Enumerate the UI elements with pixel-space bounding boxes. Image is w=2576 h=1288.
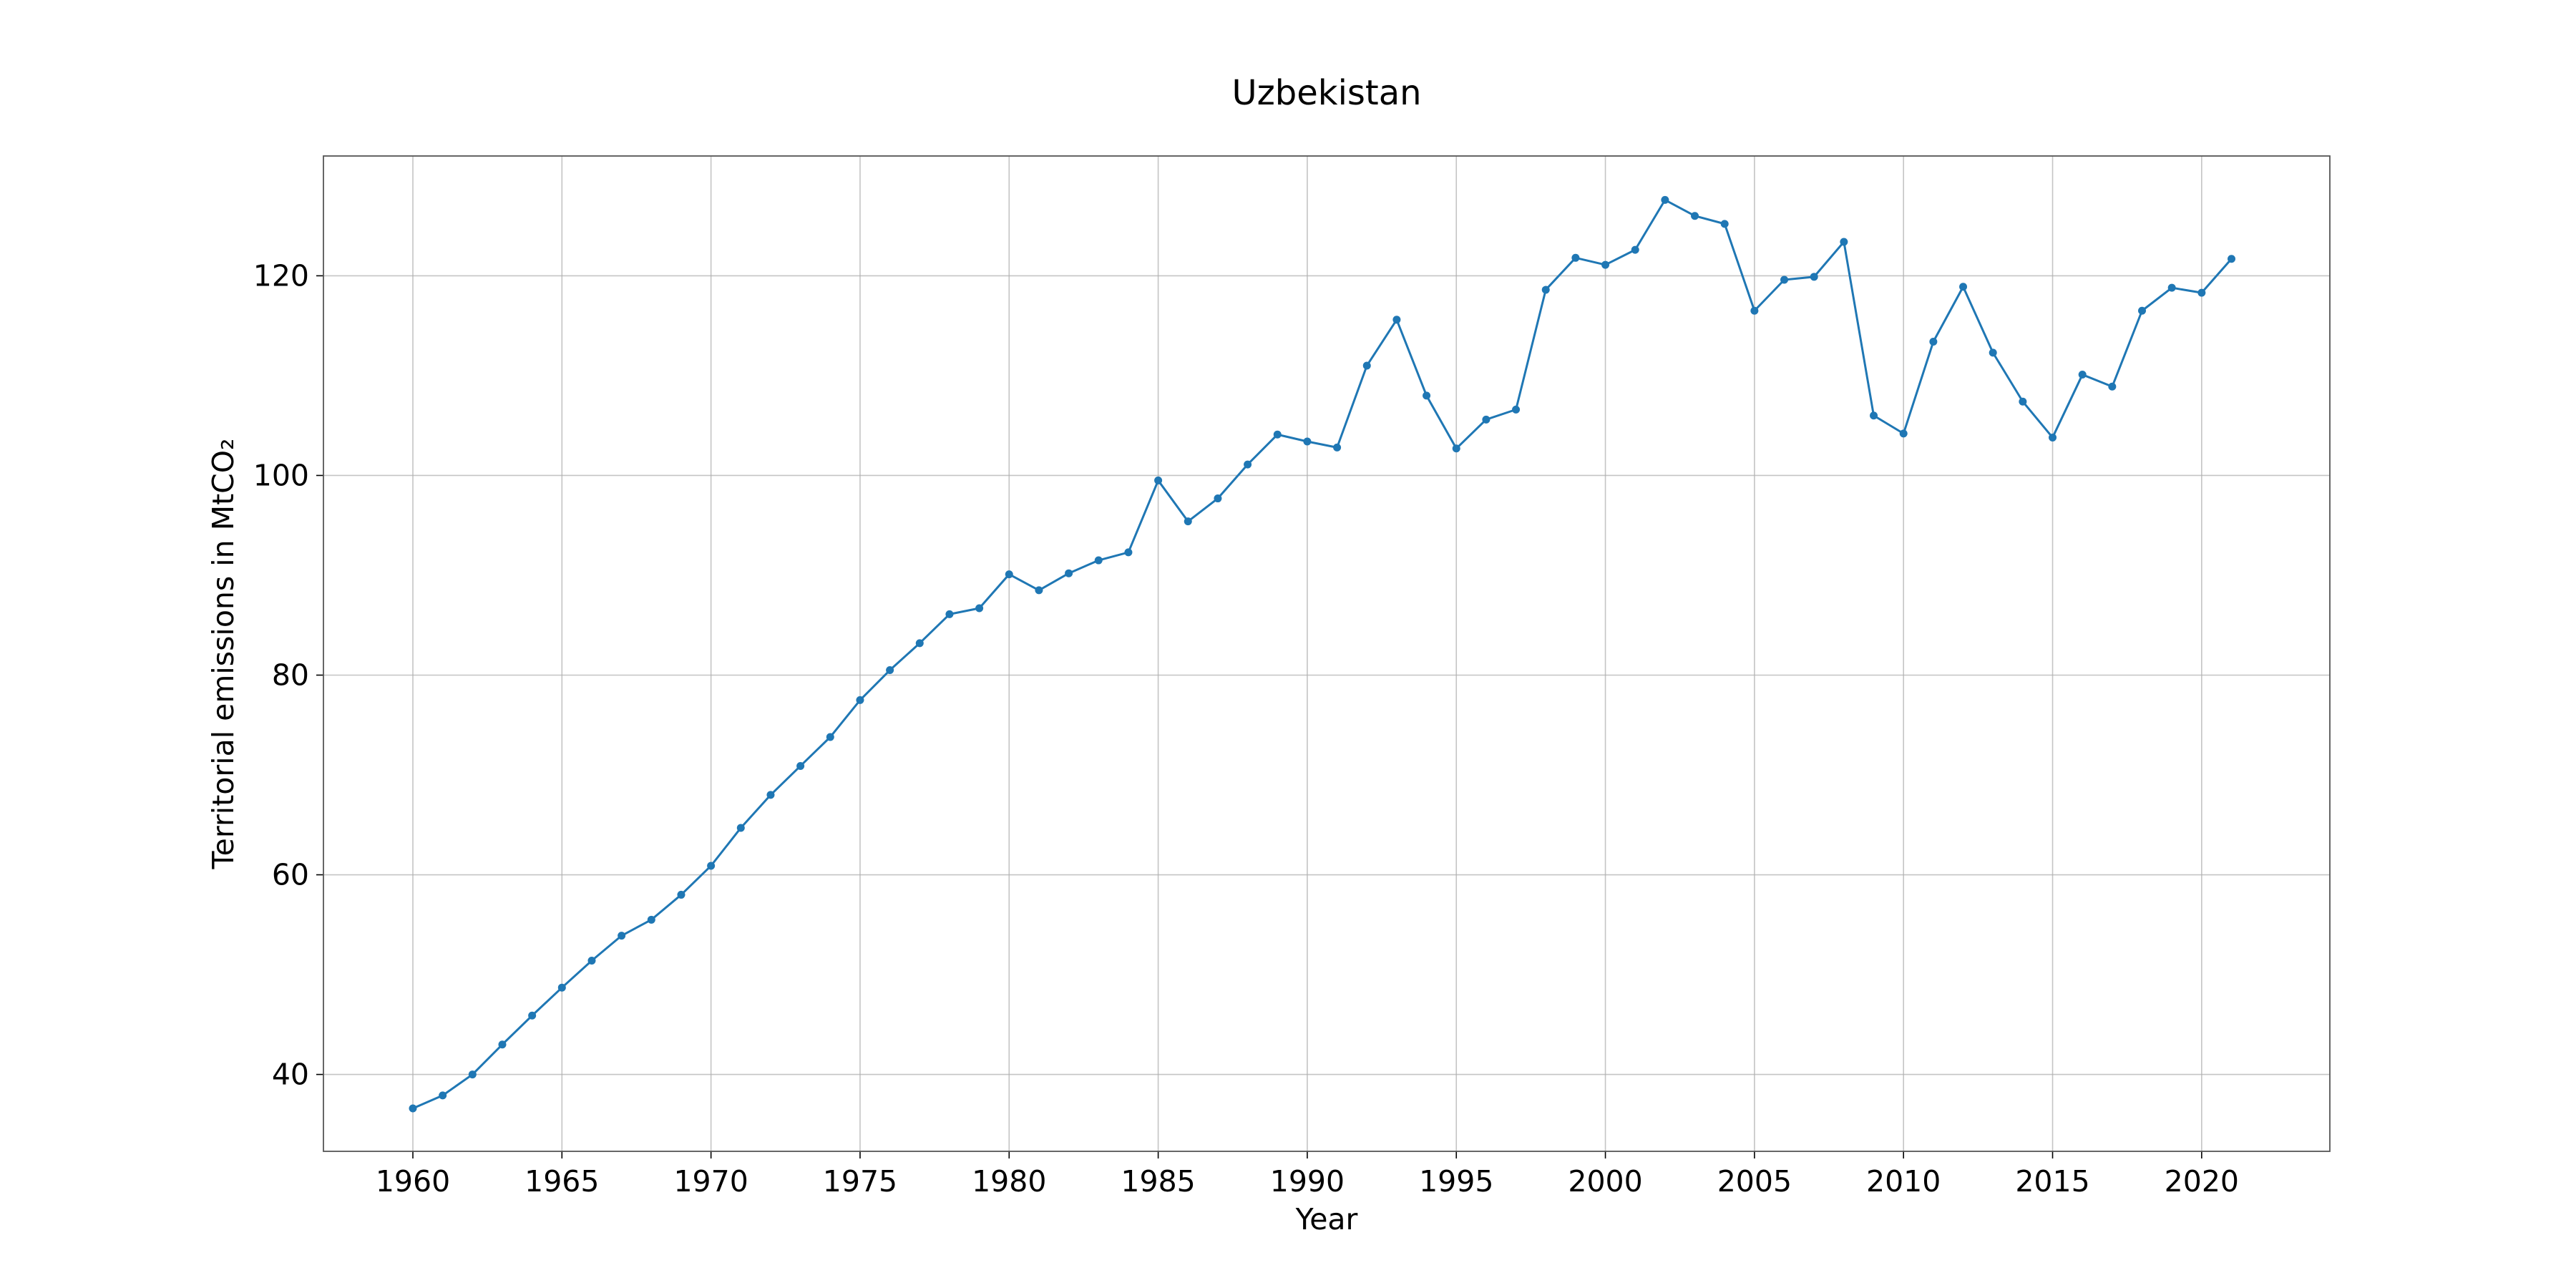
- data-point: [409, 1104, 417, 1113]
- data-point: [2228, 255, 2236, 263]
- data-point: [439, 1091, 447, 1100]
- data-point: [707, 862, 716, 870]
- y-tick-label: 80: [272, 658, 309, 692]
- x-tick-label: 1960: [376, 1164, 450, 1199]
- data-point: [1631, 245, 1639, 254]
- data-point: [1720, 220, 1729, 228]
- data-point: [1989, 348, 1997, 357]
- y-axis-label: Territorial emissions in MtCO₂: [206, 439, 240, 870]
- data-point: [2019, 397, 2027, 406]
- data-point: [766, 791, 775, 799]
- data-point: [2049, 433, 2057, 441]
- data-point: [618, 932, 626, 940]
- data-point: [677, 890, 686, 899]
- x-tick-label: 1970: [673, 1164, 748, 1199]
- x-tick-label: 1990: [1270, 1164, 1345, 1199]
- data-point: [1691, 212, 1699, 220]
- x-tick-label: 1985: [1121, 1164, 1195, 1199]
- x-axis-label: Year: [1295, 1202, 1358, 1236]
- data-point: [1541, 286, 1550, 294]
- x-tick-label: 2015: [2015, 1164, 2089, 1199]
- data-point: [945, 610, 954, 618]
- data-point: [1750, 306, 1759, 315]
- x-tick-label: 2010: [1866, 1164, 1941, 1199]
- data-point: [2078, 371, 2087, 379]
- data-point: [796, 761, 805, 770]
- data-point: [1124, 548, 1133, 557]
- x-tick-label: 1965: [525, 1164, 599, 1199]
- data-point: [1780, 275, 1789, 284]
- y-axis-ticks: 40 60 80 100 120: [253, 258, 323, 1092]
- x-tick-label: 2020: [2165, 1164, 2239, 1199]
- data-point: [736, 824, 745, 832]
- data-point: [1870, 411, 1878, 420]
- data-point: [975, 604, 984, 613]
- x-axis-ticks: 1960 1965 1970 1975 1980 1985 1990 1995 2000 2005…: [376, 1151, 2239, 1199]
- data-point: [1423, 391, 1431, 400]
- x-tick-label: 1995: [1419, 1164, 1493, 1199]
- chart-title: Uzbekistan: [1231, 73, 1421, 113]
- data-point: [647, 915, 655, 924]
- data-point: [468, 1070, 477, 1079]
- data-point: [915, 639, 924, 648]
- y-tick-label: 100: [253, 458, 309, 492]
- data-point: [1154, 476, 1163, 484]
- data-point: [1452, 444, 1460, 453]
- grid: [323, 156, 2330, 1151]
- plot-area-frame: [323, 155, 2331, 1152]
- data-point: [1214, 494, 1222, 503]
- data-point: [1184, 517, 1192, 526]
- data-point: [557, 983, 566, 992]
- data-point: [1273, 430, 1282, 439]
- data-point: [1512, 405, 1521, 414]
- data-point: [1601, 260, 1610, 269]
- data-point: [826, 733, 834, 741]
- data-point: [1094, 556, 1103, 565]
- data-point: [1899, 429, 1908, 438]
- data-point: [1929, 338, 1938, 346]
- data-point: [498, 1040, 507, 1049]
- x-tick-label: 1980: [972, 1164, 1046, 1199]
- data-point: [1065, 569, 1073, 577]
- data-point: [856, 696, 864, 704]
- data-point: [1810, 273, 1818, 281]
- data-point: [2108, 382, 2117, 391]
- data-point: [1035, 586, 1043, 595]
- data-point: [1244, 460, 1252, 469]
- data-point: [1571, 253, 1580, 262]
- data-point: [1661, 195, 1669, 204]
- x-tick-label: 2005: [1717, 1164, 1792, 1199]
- data-point: [1392, 316, 1401, 324]
- series-line: [412, 198, 2233, 1110]
- data-point: [1959, 283, 1968, 291]
- data-point: [2167, 283, 2176, 292]
- data-point: [1333, 443, 1342, 452]
- data-point: [2197, 288, 2206, 297]
- data-point: [886, 666, 894, 675]
- data-point: [587, 957, 596, 965]
- data-point: [1362, 361, 1371, 370]
- y-tick-label: 40: [272, 1058, 309, 1092]
- data-point: [1303, 437, 1312, 446]
- y-tick-label: 120: [253, 258, 309, 293]
- data-point: [2138, 306, 2147, 315]
- data-point: [1482, 415, 1491, 424]
- x-tick-label: 1975: [823, 1164, 897, 1199]
- data-series: [409, 195, 2236, 1113]
- data-point: [1840, 238, 1848, 246]
- x-tick-label: 2000: [1568, 1164, 1642, 1199]
- data-point: [528, 1011, 537, 1020]
- data-point: [1005, 570, 1013, 579]
- y-tick-label: 60: [272, 858, 309, 892]
